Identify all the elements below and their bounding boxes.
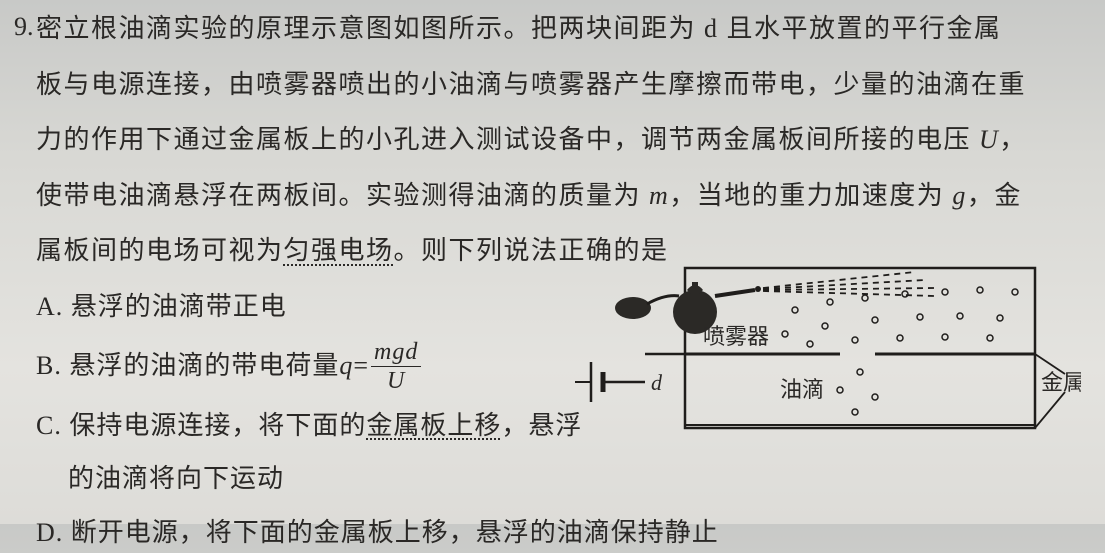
option-C-line2: 的油滴将向下运动 <box>36 458 616 500</box>
upper-droplets-icon <box>782 287 1018 347</box>
experiment-diagram: d <box>575 262 1081 452</box>
stem-l3b: ， <box>999 125 1027 154</box>
stem-l4a: 使带电油滴悬浮在两板间。实验测得油滴的质量为 <box>36 181 649 210</box>
stem-line-2: 板与电源连接，由喷雾器喷出的小油滴与喷雾器产生摩擦而带电，少量的油滴在重 <box>36 64 1087 106</box>
question-stem: 密立根油滴实验的原理示意图如图所示。把两块间距为 d 且水平放置的平行金属 板与… <box>18 8 1087 272</box>
label-sprayer: 喷雾器 <box>703 324 769 349</box>
stem-l3a: 力的作用下通过金属板上的小孔进入测试设备中，调节两金属板间所接的电压 <box>36 125 979 154</box>
option-C-underlined: 金属板上移 <box>366 411 501 440</box>
label-plate: 金属板 <box>1041 370 1081 395</box>
var-U: U <box>979 125 999 154</box>
label-d: d <box>651 370 663 395</box>
stem-l4b: ，当地的重力加速度为 <box>669 181 952 210</box>
eq-sign: = <box>353 345 369 387</box>
option-C-l1a: C. 保持电源连接，将下面的 <box>36 411 366 440</box>
spray-lines-icon <box>763 272 935 296</box>
var-q: q <box>339 345 353 387</box>
stem-line-3: 力的作用下通过金属板上的小孔进入测试设备中，调节两金属板间所接的电压 U， <box>36 119 1087 161</box>
fraction-mgd-over-U: mgd U <box>371 340 421 393</box>
lower-droplets-icon <box>837 369 878 415</box>
battery-icon <box>575 362 603 402</box>
label-drop: 油滴 <box>780 377 824 402</box>
var-m: m <box>649 181 669 210</box>
option-D: D. 断开电源，将下面的金属板上移，悬浮的油滴保持静止 <box>36 512 1087 553</box>
option-C-l1b: ，悬浮 <box>501 411 582 440</box>
option-B-text: B. 悬浮的油滴的带电荷量 <box>36 345 339 387</box>
stem-l5-underlined: 匀强电场 <box>284 236 394 265</box>
fraction-numerator: mgd <box>371 340 421 367</box>
question-number: 9. <box>14 12 34 42</box>
stem-line-4: 使带电油滴悬浮在两板间。实验测得油滴的质量为 m，当地的重力加速度为 g，金 <box>36 175 1087 217</box>
leader-line-2 <box>1035 392 1065 428</box>
option-C-line1: C. 保持电源连接，将下面的金属板上移，悬浮 <box>36 405 616 447</box>
var-g: g <box>952 181 967 210</box>
stem-line-1: 密立根油滴实验的原理示意图如图所示。把两块间距为 d 且水平放置的平行金属 <box>36 8 1087 50</box>
stem-l5a: 属板间的电场可视为 <box>36 236 284 265</box>
fraction-denominator: U <box>371 367 421 393</box>
stem-l4c: ，金 <box>967 181 1022 210</box>
